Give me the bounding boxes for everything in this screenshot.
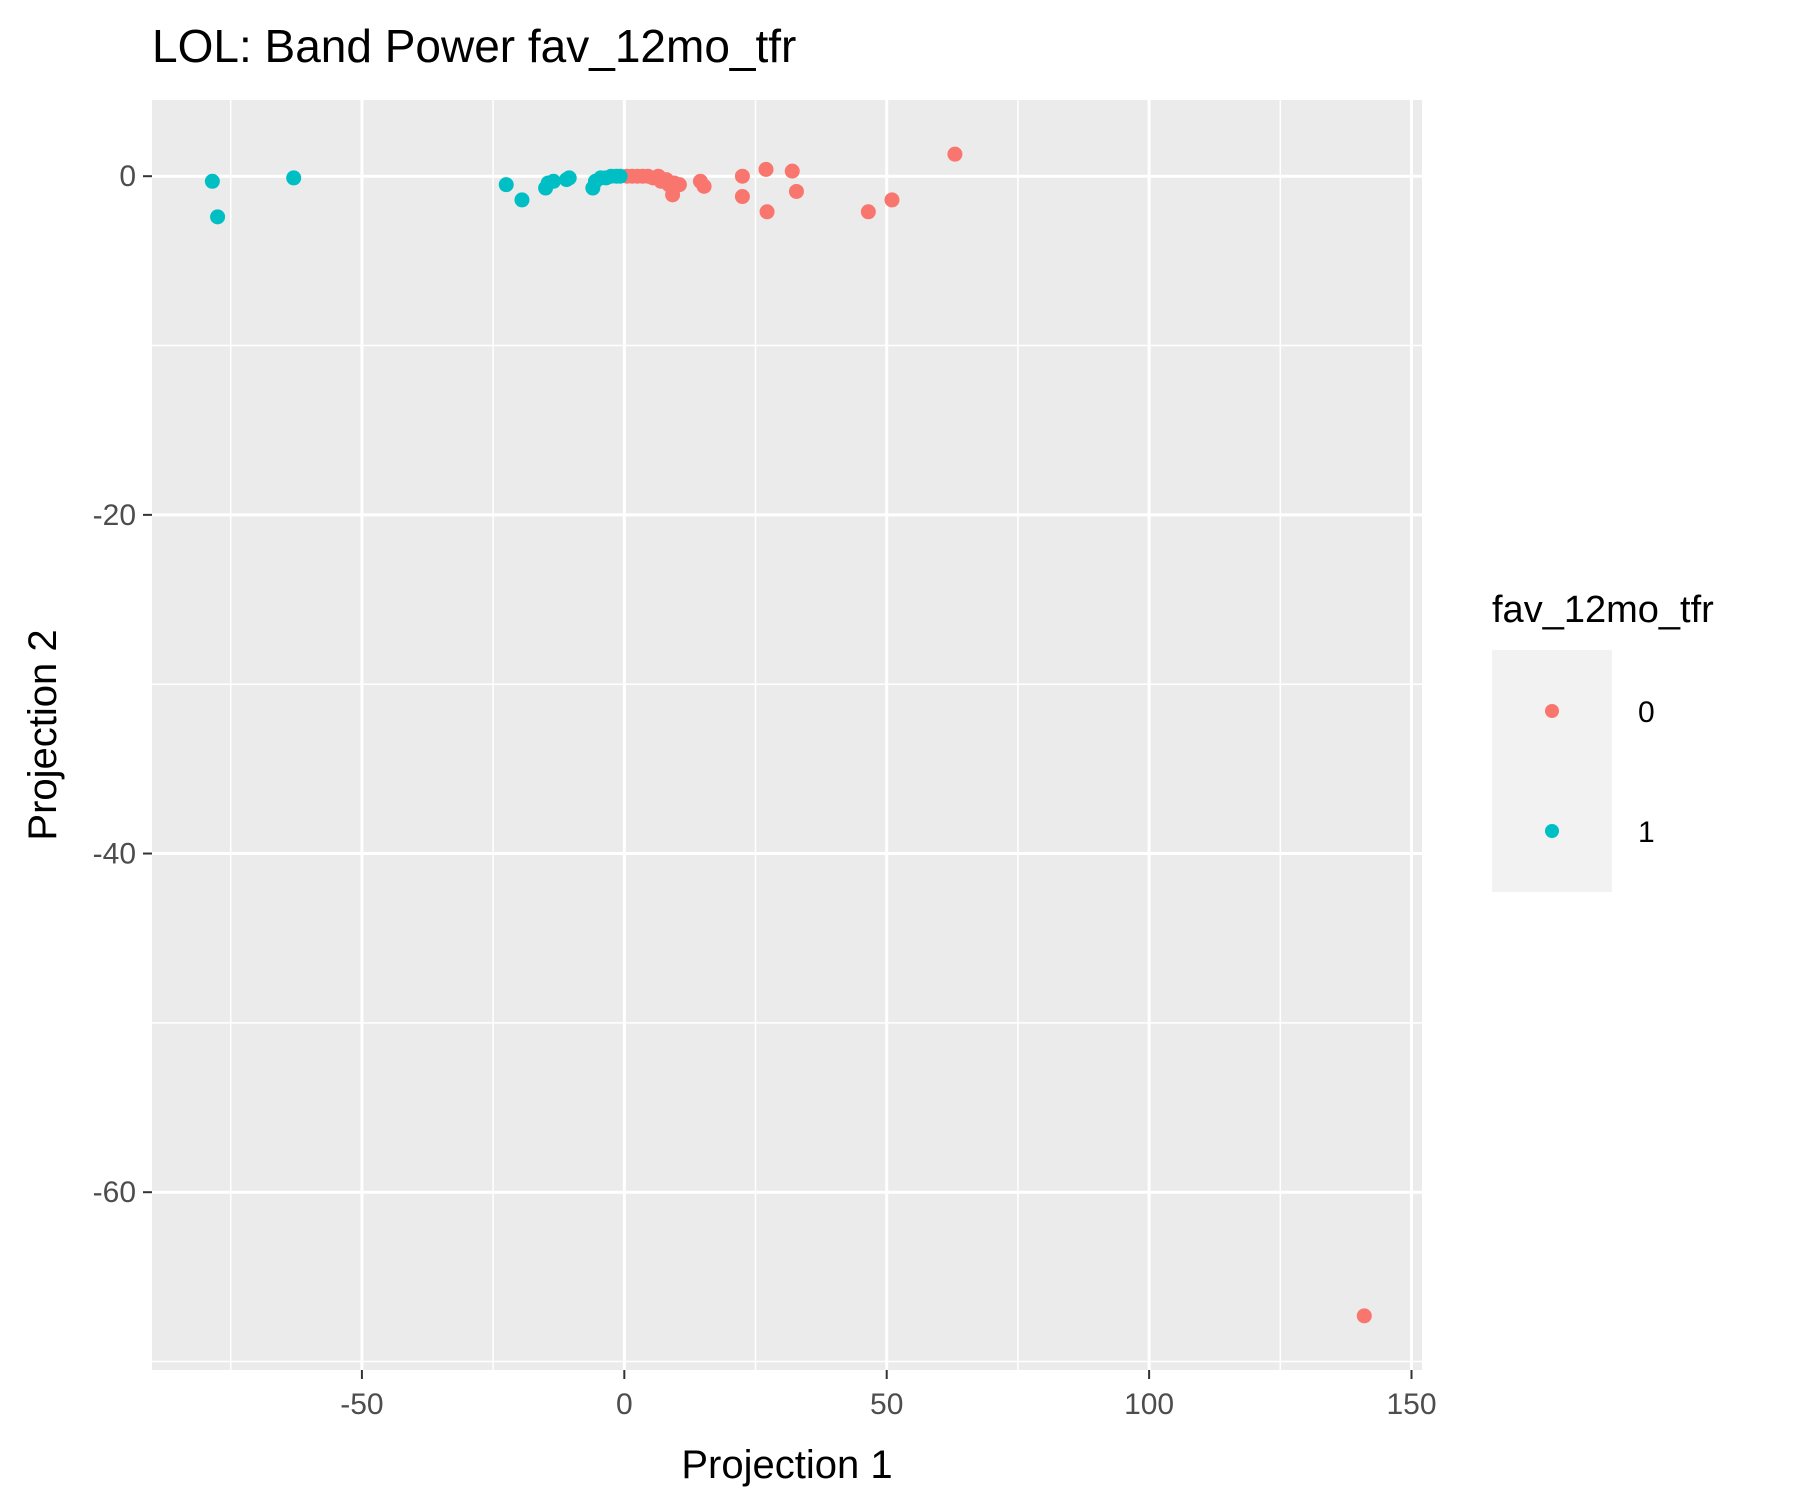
data-point-class-0: [947, 146, 963, 162]
legend-title: fav_12mo_tfr: [1492, 589, 1714, 631]
legend-key-background: [1492, 650, 1612, 892]
plot-panel: [152, 100, 1422, 1370]
y-axis-ticks: 0 -20 -40 -60: [93, 160, 152, 1209]
data-point-class-1: [561, 170, 577, 186]
data-point-class-1: [545, 173, 561, 189]
data-point-class-1: [286, 170, 302, 186]
x-tick-label: -50: [340, 1388, 383, 1421]
y-tick-label: -40: [93, 838, 136, 871]
legend-key-1: [1545, 824, 1559, 838]
data-point-class-0: [784, 163, 800, 179]
x-tick-label: 100: [1124, 1388, 1174, 1421]
data-point-class-1: [204, 173, 220, 189]
y-tick-label: -20: [93, 499, 136, 532]
x-tick-label: 50: [870, 1388, 903, 1421]
x-axis-ticks: -50 0 50 100 150: [340, 1370, 1437, 1421]
y-axis-title: Projection 2: [21, 629, 65, 840]
data-point-class-1: [210, 209, 226, 225]
legend-label-1: 1: [1638, 816, 1655, 849]
legend-label-0: 0: [1638, 696, 1655, 729]
x-axis-title: Projection 1: [681, 1443, 892, 1487]
x-tick-label: 0: [616, 1388, 633, 1421]
data-point-class-1: [612, 168, 628, 184]
data-point-class-0: [758, 161, 774, 177]
data-point-class-1: [514, 192, 530, 208]
data-point-class-0: [860, 204, 876, 220]
data-point-class-0: [788, 183, 804, 199]
legend-key-0: [1545, 704, 1559, 718]
data-point-class-0: [734, 189, 750, 205]
y-tick-label: 0: [119, 160, 136, 193]
x-tick-label: 150: [1386, 1388, 1436, 1421]
data-point-class-1: [498, 177, 514, 193]
data-point-class-0: [734, 168, 750, 184]
chart-title: LOL: Band Power fav_12mo_tfr: [152, 20, 796, 72]
minor-gridlines: [152, 100, 1422, 1370]
data-points: [204, 146, 1372, 1324]
major-gridlines: [152, 100, 1422, 1370]
y-tick-label: -60: [93, 1176, 136, 1209]
data-point-class-0: [884, 192, 900, 208]
data-point-class-0: [671, 177, 687, 193]
data-point-class-0: [759, 204, 775, 220]
data-point-class-0: [696, 178, 712, 194]
data-point-class-0: [1356, 1308, 1372, 1324]
legend: fav_12mo_tfr 0 1: [1492, 589, 1714, 892]
